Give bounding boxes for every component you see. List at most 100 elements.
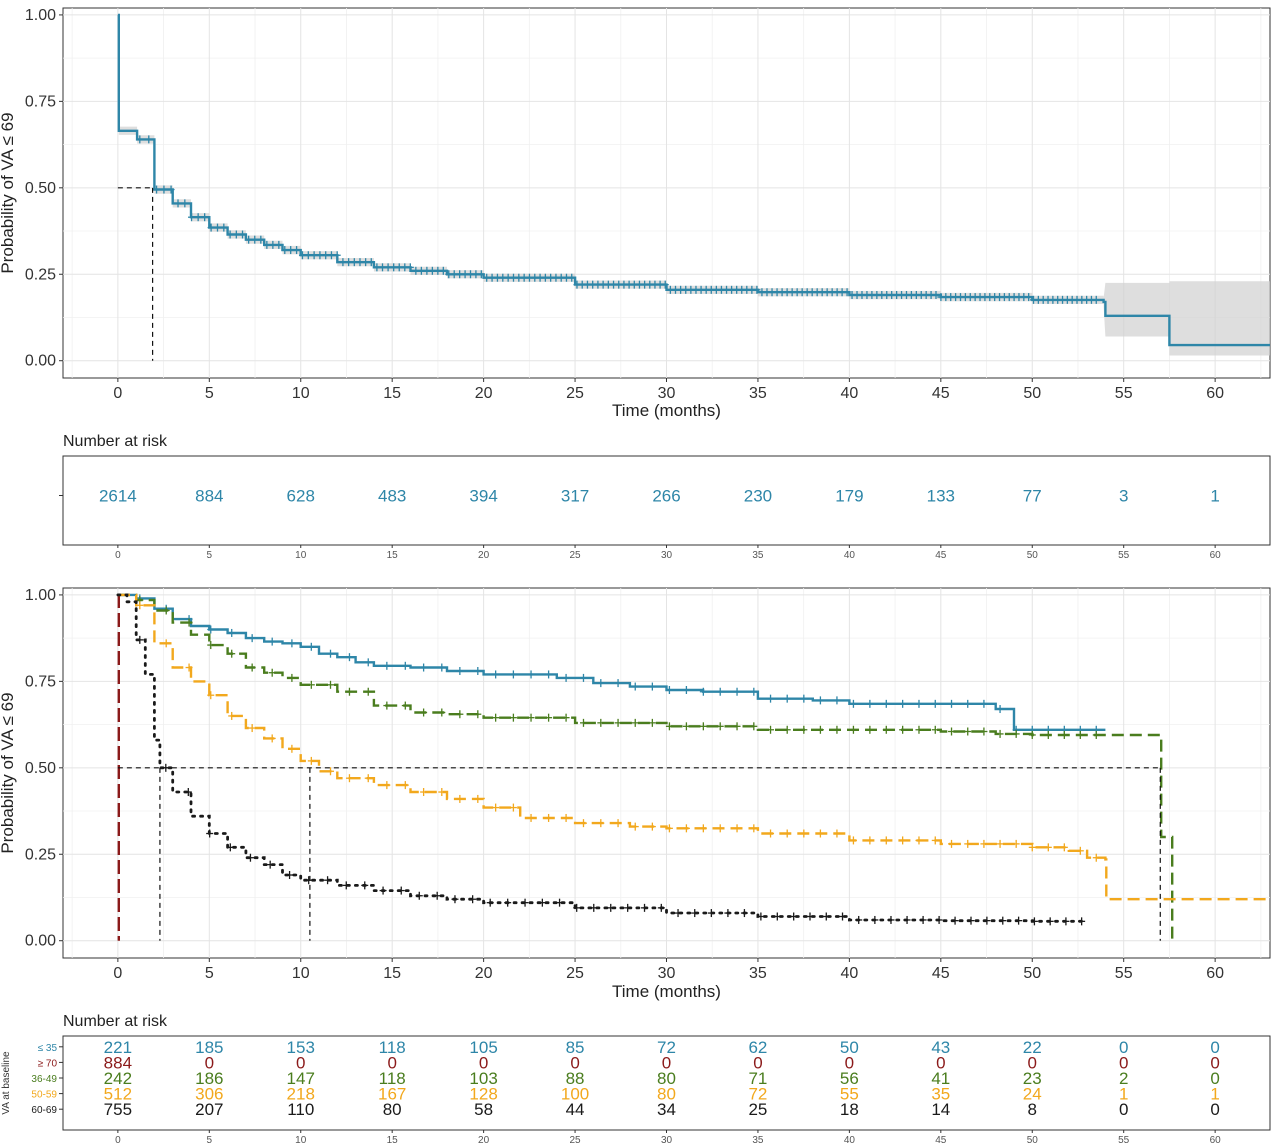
risk-count: 0	[1119, 1038, 1128, 1057]
y-tick-label: 0.25	[25, 266, 56, 283]
km-curve-series-3	[117, 593, 1270, 901]
risk-count: 0	[1210, 1038, 1219, 1057]
risk-x-tick-label: 55	[1118, 1135, 1130, 1146]
risk-x-tick-label: 25	[569, 550, 581, 561]
risk-x-tick-label: 30	[661, 550, 673, 561]
risk-count: 483	[378, 487, 406, 506]
risk-count: 71	[748, 1069, 767, 1088]
risk-count: 1	[1119, 1085, 1128, 1104]
x-tick-label: 60	[1206, 965, 1224, 982]
risk-count: 2614	[99, 487, 137, 506]
risk-count: 207	[195, 1100, 223, 1119]
km-curve-series-4	[116, 593, 1089, 924]
x-tick-label: 20	[475, 385, 493, 402]
risk-table-title: Number at risk	[63, 1013, 168, 1030]
risk-x-tick-label: 55	[1118, 550, 1130, 561]
risk-x-tick-label: 50	[1027, 550, 1039, 561]
y-tick-label: 0.50	[25, 180, 56, 197]
risk-count: 218	[287, 1085, 315, 1104]
x-tick-label: 0	[113, 385, 122, 402]
risk-x-tick-label: 0	[115, 1135, 121, 1146]
x-tick-label: 10	[292, 965, 310, 982]
risk-count: 0	[1210, 1100, 1219, 1119]
risk-x-tick-label: 5	[207, 550, 213, 561]
x-tick-label: 30	[658, 385, 676, 402]
risk-count: 167	[378, 1085, 406, 1104]
risk-count: 56	[840, 1069, 859, 1088]
risk-count: 58	[474, 1100, 493, 1119]
x-tick-label: 40	[840, 965, 858, 982]
risk-count: 0	[845, 1053, 854, 1072]
x-tick-label: 15	[383, 385, 401, 402]
risk-count: 394	[469, 487, 497, 506]
risk-x-tick-label: 40	[844, 550, 856, 561]
km-plot-by-baseline-va: 0.00 0.25 0.50 0.75 1.00 0 5 10 15 20 25 30 35 40 45 50…	[0, 587, 1271, 1001]
risk-count: 0	[570, 1053, 579, 1072]
risk-x-tick-label: 35	[752, 550, 764, 561]
y-tick-label: 0.25	[25, 846, 56, 863]
risk-count: 18	[840, 1100, 859, 1119]
risk-count: 266	[652, 487, 680, 506]
x-tick-label: 0	[113, 965, 122, 982]
risk-x-tick-label: 10	[295, 1135, 307, 1146]
risk-count: 22	[1023, 1038, 1042, 1057]
risk-count: 118	[379, 1069, 406, 1088]
risk-count: 62	[748, 1038, 767, 1057]
y-tick-label: 1.00	[25, 587, 56, 604]
risk-count: 105	[469, 1038, 497, 1057]
risk-row-label: 50-59	[31, 1090, 57, 1101]
risk-count: 153	[287, 1038, 315, 1057]
y-tick-label: 1.00	[25, 7, 56, 24]
risk-count: 1	[1210, 1085, 1219, 1104]
km-curve-series-2	[117, 593, 1174, 941]
plot-area	[117, 13, 1270, 361]
risk-count: 755	[104, 1100, 132, 1119]
risk-count: 0	[1028, 1053, 1037, 1072]
x-tick-label: 50	[1023, 385, 1041, 402]
y-axis-title: Probability of VA ≤ 69	[0, 112, 17, 273]
risk-count: 118	[379, 1038, 406, 1057]
risk-count: 0	[205, 1053, 214, 1072]
risk-count: 0	[296, 1053, 305, 1072]
risk-x-tick-label: 30	[661, 1135, 673, 1146]
risk-row-label: ≥ 70	[38, 1058, 58, 1069]
x-axis-title: Time (months)	[612, 401, 721, 420]
risk-count: 317	[561, 487, 589, 506]
risk-count: 34	[657, 1100, 676, 1119]
risk-count: 100	[561, 1085, 589, 1104]
x-tick-label: 10	[292, 385, 310, 402]
risk-count: 0	[753, 1053, 762, 1072]
risk-table-overall: Number at risk 2614 884 628 483 394 317 266 230 1…	[59, 433, 1271, 561]
risk-x-tick-label: 25	[569, 1135, 581, 1146]
risk-count: 44	[566, 1100, 585, 1119]
risk-count: 77	[1023, 487, 1042, 506]
km-plot-overall: 0.00 0.25 0.50 0.75 1.00 0 5 10 15 20 25 30 35 40 45 50…	[0, 7, 1271, 420]
risk-x-tick-label: 45	[935, 1135, 947, 1146]
x-tick-label: 40	[840, 385, 858, 402]
risk-row-label: 36-49	[31, 1074, 57, 1085]
risk-count: 230	[744, 487, 772, 506]
x-tick-label: 35	[749, 965, 767, 982]
x-tick-label: 5	[205, 385, 214, 402]
risk-count: 2	[1119, 1069, 1128, 1088]
risk-count: 80	[383, 1100, 402, 1119]
risk-count: 8	[1028, 1100, 1037, 1119]
risk-count: 43	[931, 1038, 950, 1057]
risk-count: 186	[195, 1069, 223, 1088]
x-tick-label: 5	[205, 965, 214, 982]
risk-x-tick-label: 15	[387, 550, 399, 561]
risk-x-tick-label: 10	[295, 550, 307, 561]
risk-count: 628	[287, 487, 315, 506]
risk-count: 85	[566, 1038, 585, 1057]
risk-count: 80	[657, 1085, 676, 1104]
confidence-band	[117, 14, 1270, 356]
risk-count: 0	[1119, 1100, 1128, 1119]
risk-count: 1	[1210, 487, 1219, 506]
risk-count: 0	[1210, 1053, 1219, 1072]
risk-count: 55	[840, 1085, 859, 1104]
risk-x-tick-label: 15	[387, 1135, 399, 1146]
risk-count: 24	[1023, 1085, 1042, 1104]
risk-count: 0	[479, 1053, 488, 1072]
risk-count: 128	[469, 1085, 497, 1104]
